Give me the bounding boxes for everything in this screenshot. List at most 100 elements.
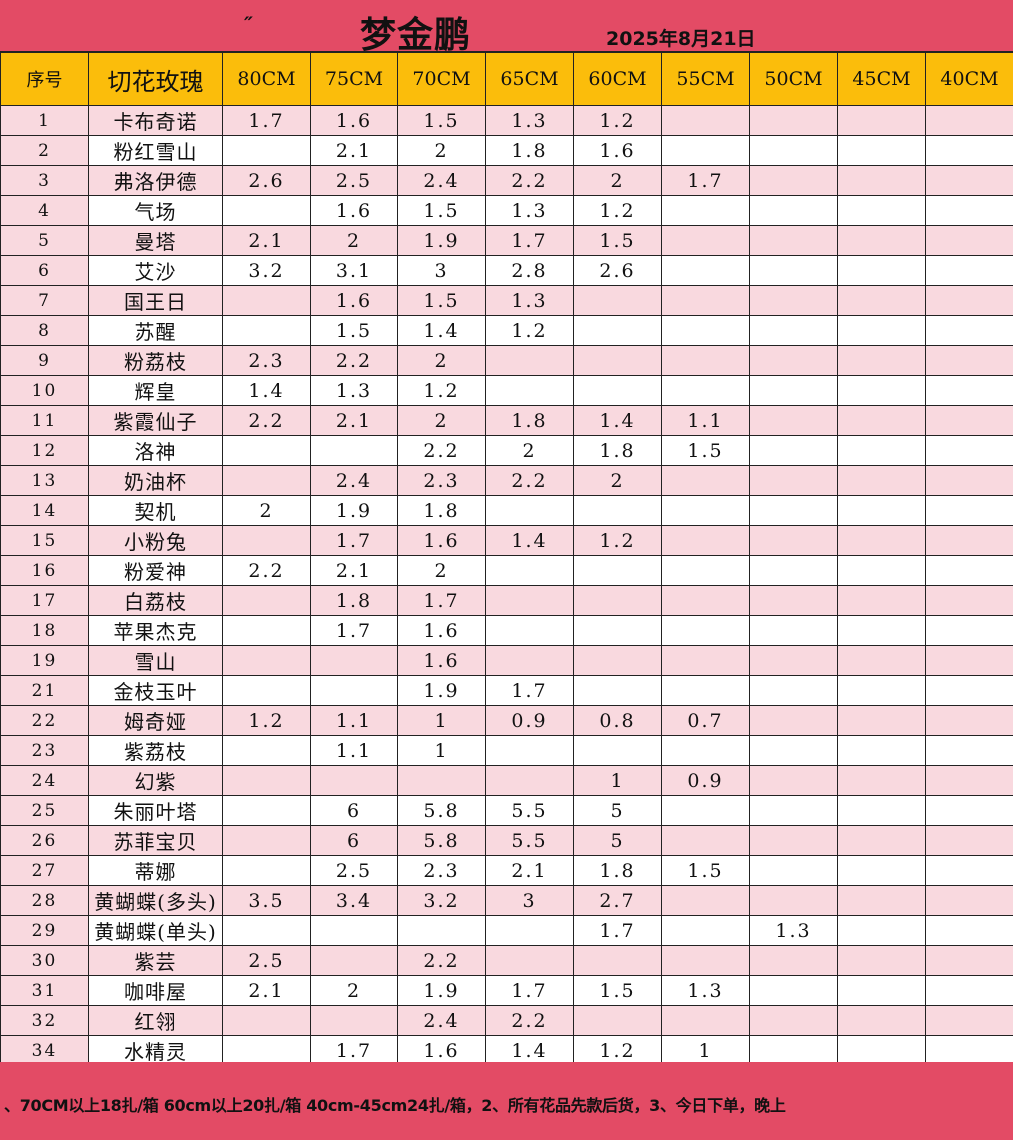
price-cell <box>661 675 750 706</box>
header-length: 60CM <box>573 52 662 106</box>
variety-name: 紫芸 <box>88 945 223 976</box>
table-row: 4 气场 1.6 1.5 1.3 1.2 <box>0 195 1013 226</box>
price-cell <box>837 555 926 586</box>
price-cell <box>925 615 1013 646</box>
variety-name: 苹果杰克 <box>88 615 223 646</box>
variety-name: 白荔枝 <box>88 585 223 616</box>
row-number: 16 <box>0 555 89 586</box>
price-cell <box>310 1005 398 1036</box>
price-cell: 2.1 <box>222 975 311 1006</box>
row-number: 7 <box>0 285 89 316</box>
price-cell: 1.5 <box>397 105 486 136</box>
price-cell: 1.7 <box>310 1035 398 1066</box>
price-cell: 2.3 <box>397 465 486 496</box>
price-cell <box>222 735 311 766</box>
table-row: 29 黄蝴蝶(单头) 1.7 1.3 <box>0 915 1013 946</box>
variety-name: 红翎 <box>88 1005 223 1036</box>
price-cell: 2.3 <box>397 855 486 886</box>
price-cell <box>749 975 838 1006</box>
price-cell <box>749 1005 838 1036</box>
price-cell <box>749 885 838 916</box>
row-number: 4 <box>0 195 89 226</box>
price-cell: 1.6 <box>397 1035 486 1066</box>
row-number: 29 <box>0 915 89 946</box>
price-cell <box>925 825 1013 856</box>
row-number: 15 <box>0 525 89 556</box>
price-cell <box>925 765 1013 796</box>
variety-name: 幻紫 <box>88 765 223 796</box>
page-title: 梦金鹏 <box>360 15 472 56</box>
price-cell: 5.8 <box>397 825 486 856</box>
price-cell: 1.5 <box>397 285 486 316</box>
price-cell <box>222 285 311 316</box>
price-cell: 1.6 <box>397 645 486 676</box>
variety-name: 雪山 <box>88 645 223 676</box>
table-row: 8 苏醒 1.5 1.4 1.2 <box>0 315 1013 346</box>
row-number: 34 <box>0 1035 89 1066</box>
header-length: 40CM <box>925 52 1013 106</box>
price-cell: 5.5 <box>485 825 574 856</box>
price-cell <box>925 135 1013 166</box>
price-cell: 1.3 <box>485 285 574 316</box>
price-cell <box>925 645 1013 676</box>
price-cell <box>925 525 1013 556</box>
price-cell <box>661 795 750 826</box>
price-cell: 1.4 <box>397 315 486 346</box>
price-cell: 1.9 <box>397 675 486 706</box>
price-cell: 3 <box>485 885 574 916</box>
price-cell: 1 <box>397 705 486 736</box>
price-cell: 1.2 <box>573 525 662 556</box>
table-row: 12 洛神 2.2 2 1.8 1.5 <box>0 435 1013 466</box>
price-cell: 1.7 <box>485 675 574 706</box>
price-cell: 1.5 <box>661 435 750 466</box>
price-cell <box>485 555 574 586</box>
price-cell: 1.7 <box>397 585 486 616</box>
price-cell: 1.4 <box>222 375 311 406</box>
price-cell <box>573 615 662 646</box>
price-cell: 2.4 <box>397 165 486 196</box>
table-row: 27 蒂娜 2.5 2.3 2.1 1.8 1.5 <box>0 855 1013 886</box>
price-cell <box>573 345 662 376</box>
price-cell <box>661 585 750 616</box>
price-cell <box>925 345 1013 376</box>
row-number: 28 <box>0 885 89 916</box>
price-cell: 2.4 <box>397 1005 486 1036</box>
table-row: 34 水精灵 1.7 1.6 1.4 1.2 1 <box>0 1035 1013 1066</box>
price-cell <box>573 945 662 976</box>
price-cell: 2 <box>397 555 486 586</box>
table-row: 6 艾沙 3.2 3.1 3 2.8 2.6 <box>0 255 1013 286</box>
row-number: 10 <box>0 375 89 406</box>
price-cell: 2 <box>573 165 662 196</box>
price-cell <box>222 825 311 856</box>
price-cell <box>222 315 311 346</box>
price-cell <box>485 945 574 976</box>
header-length: 65CM <box>485 52 574 106</box>
price-cell: 2.5 <box>310 855 398 886</box>
footer-notice: 、70CM以上18扎/箱 60cm以上20扎/箱 40cm-45cm24扎/箱，… <box>0 1062 1013 1140</box>
row-number: 6 <box>0 255 89 286</box>
price-cell <box>925 795 1013 826</box>
price-cell: 2 <box>397 135 486 166</box>
price-cell: 2.4 <box>310 465 398 496</box>
price-cell <box>749 765 838 796</box>
price-cell: 1.9 <box>397 225 486 256</box>
price-cell: 1.8 <box>485 405 574 436</box>
variety-name: 蒂娜 <box>88 855 223 886</box>
price-cell <box>925 435 1013 466</box>
price-cell <box>485 645 574 676</box>
row-number: 18 <box>0 615 89 646</box>
price-cell <box>837 1005 926 1036</box>
price-cell: 2 <box>485 435 574 466</box>
variety-name: 卡布奇诺 <box>88 105 223 136</box>
price-cell <box>661 285 750 316</box>
row-number: 26 <box>0 825 89 856</box>
price-cell: 6 <box>310 795 398 826</box>
price-cell <box>925 735 1013 766</box>
table-row: 1 卡布奇诺 1.7 1.6 1.5 1.3 1.2 <box>0 105 1013 136</box>
price-cell <box>573 585 662 616</box>
price-cell <box>749 705 838 736</box>
price-cell: 1.6 <box>573 135 662 166</box>
price-cell <box>925 315 1013 346</box>
price-cell <box>310 945 398 976</box>
price-cell: 1.6 <box>397 615 486 646</box>
